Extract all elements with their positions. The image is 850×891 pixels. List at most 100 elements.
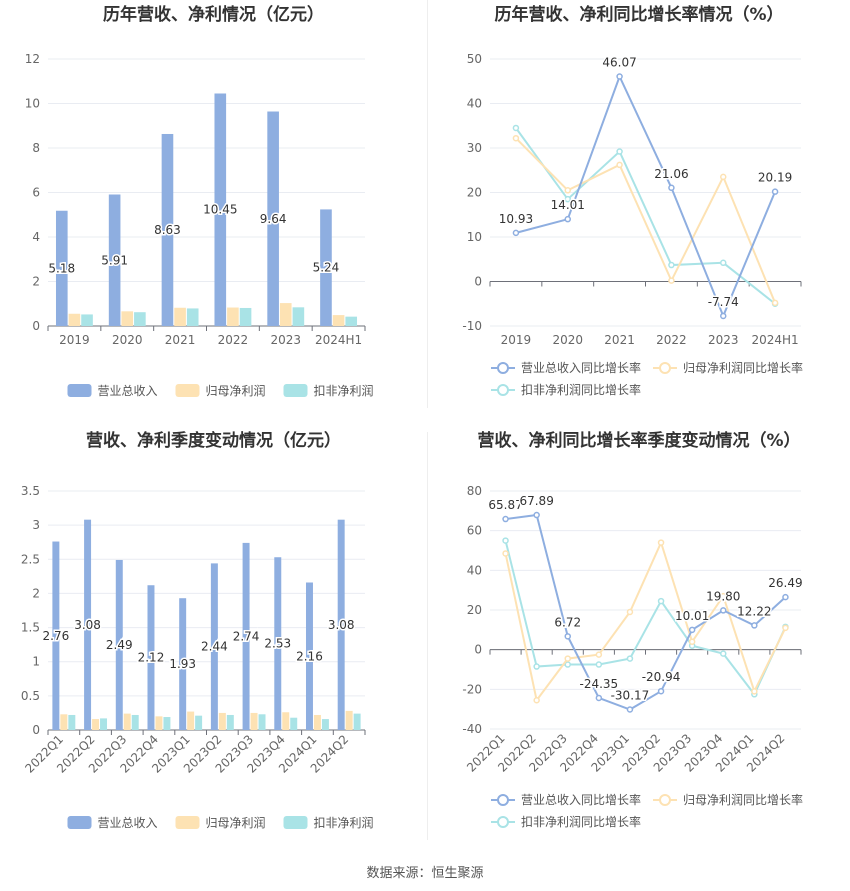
legend-label: 营业总收入 — [98, 384, 158, 398]
bar-营业总收入 — [320, 209, 332, 326]
point-归母净利润同比增长率 — [616, 161, 623, 169]
bar-扣非净利润 — [186, 308, 199, 326]
point-value-label: 20.19 — [758, 171, 792, 185]
point-value-label: 19.80 — [706, 589, 740, 603]
point-value-label: -7.74 — [708, 295, 739, 309]
bar-扣非净利润 — [226, 714, 234, 730]
point-扣非净利润同比增长率 — [668, 261, 675, 269]
y-tick-label: 2.5 — [21, 552, 40, 566]
bar-营业总收入 — [55, 210, 68, 326]
line-扣非净利润同比增长率 — [515, 127, 776, 305]
bar-扣非净利润 — [290, 717, 298, 730]
bar-归母净利润 — [123, 713, 131, 730]
bar-营业总收入 — [147, 585, 155, 730]
y-tick-label: -40 — [462, 722, 482, 736]
legend-label: 扣非净利润 — [314, 384, 374, 398]
y-tick-label: 3 — [32, 518, 40, 532]
point-营业总收入同比增长率 — [688, 626, 696, 634]
bar-营业总收入 — [305, 582, 313, 730]
y-tick-label: -10 — [462, 319, 482, 333]
legend-label: 营业总收入 — [98, 816, 158, 830]
point-value-label: 26.49 — [768, 576, 802, 590]
annual-revenue-chart: 历年营收、净利情况（亿元） 0 2 4 6 8 10 12 2019 2020 2021 2022 20… — [25, 4, 374, 398]
point-归母净利润同比增长率 — [720, 173, 727, 181]
bar-value-label: 2.53 — [264, 637, 291, 651]
bar-归母净利润 — [60, 714, 68, 730]
point-营业总收入同比增长率 — [564, 633, 571, 640]
line-归母净利润同比增长率 — [515, 137, 777, 304]
bar-value-label: 3.08 — [328, 618, 355, 632]
y-tick-label: 50 — [467, 52, 482, 66]
point-营业总收入同比增长率 — [595, 694, 603, 702]
x-tick-label: 2021 — [165, 333, 196, 347]
y-tick-label: 30 — [467, 141, 482, 155]
panel-divider-top — [427, 0, 428, 408]
bar-营业总收入 — [267, 111, 279, 326]
y-tick-label: 6 — [32, 186, 40, 200]
legend-marker-归母净利润同比增长率 — [659, 794, 671, 806]
bar-扣非净利润 — [195, 715, 203, 730]
point-value-label: -20.94 — [642, 670, 681, 684]
point-value-label: 46.07 — [602, 55, 636, 69]
point-营业总收入同比增长率 — [782, 593, 789, 601]
chart-title: 历年营收、净利同比增长率情况（%） — [494, 4, 783, 25]
legend-swatch-扣非净利润 — [283, 384, 308, 397]
y-tick-label: 0 — [474, 275, 482, 289]
x-tick-label: 2020 — [552, 333, 583, 347]
bar-归母净利润 — [121, 311, 134, 326]
quarterly-growth-chart: 营收、净利同比增长率季度变动情况（%）-40-200204060802022Q1… — [462, 430, 804, 829]
point-营业总收入同比增长率 — [616, 73, 623, 80]
panel-divider-bottom — [427, 432, 428, 840]
bar-营业总收入 — [337, 519, 345, 730]
x-tick-label: 2020 — [112, 333, 143, 347]
point-营业总收入同比增长率 — [751, 622, 758, 629]
point-归母净利润同比增长率 — [751, 688, 758, 695]
y-tick-label: 10 — [467, 230, 482, 244]
bar-营业总收入 — [108, 194, 121, 326]
point-扣非净利润同比增长率 — [564, 195, 571, 203]
bar-归母净利润 — [250, 712, 258, 730]
legend-label: 营业总收入同比增长率 — [521, 360, 641, 375]
point-归母净利润同比增长率 — [626, 608, 634, 616]
point-扣非净利润同比增长率 — [564, 661, 571, 668]
point-归母净利润同比增长率 — [657, 539, 665, 546]
legend-label: 扣非净利润同比增长率 — [521, 382, 641, 397]
point-营业总收入同比增长率 — [512, 229, 520, 237]
y-tick-label: 60 — [467, 524, 482, 538]
point-营业总收入同比增长率 — [626, 706, 634, 713]
point-扣非净利润同比增长率 — [512, 124, 520, 132]
point-营业总收入同比增长率 — [720, 312, 727, 320]
point-营业总收入同比增长率 — [720, 607, 727, 614]
legend-label: 扣非净利润 — [314, 816, 374, 830]
bar-value-label: 9.64 — [260, 212, 287, 226]
chart-panel-quarterly-revenue: 营收、净利季度变动情况（亿元） 0 0.5 1 1.5 2 2.5 3 3.5 2022Q1 202… — [0, 425, 427, 850]
point-value-label: 67.89 — [519, 494, 553, 508]
bar-value-label: 5.24 — [313, 261, 340, 275]
bar-营业总收入 — [274, 557, 282, 730]
bar-value-label: 3.08 — [74, 618, 101, 632]
point-营业总收入同比增长率 — [657, 687, 665, 695]
point-归母净利润同比增长率 — [720, 592, 727, 600]
bar-value-label: 5.18 — [48, 261, 75, 275]
bar-归母净利润 — [218, 712, 226, 730]
point-value-label: 65.87 — [488, 498, 522, 512]
point-归母净利润同比增长率 — [688, 638, 696, 645]
line-营业总收入同比增长率 — [515, 73, 777, 319]
legend-marker-扣非净利润同比增长率 — [497, 816, 509, 828]
bar-扣非净利润 — [68, 714, 76, 730]
bar-归母净利润 — [155, 716, 163, 730]
bar-value-label: 1.93 — [169, 657, 196, 671]
y-tick-label: 0 — [32, 319, 40, 333]
line-营业总收入同比增长率 — [505, 513, 787, 711]
point-value-label: 6.72 — [554, 615, 581, 629]
point-归母净利润同比增长率 — [595, 651, 603, 658]
x-tick-label: 2022 — [656, 333, 687, 347]
point-营业总收入同比增长率 — [502, 515, 509, 523]
point-归母净利润同比增长率 — [502, 550, 509, 557]
bar-归母净利润 — [174, 307, 186, 326]
point-归母净利润同比增长率 — [771, 299, 779, 307]
legend-swatch-营业总收入 — [67, 384, 92, 397]
bar-营业总收入 — [210, 563, 218, 730]
bar-归母净利润 — [332, 315, 345, 326]
point-扣非净利润同比增长率 — [533, 663, 540, 670]
